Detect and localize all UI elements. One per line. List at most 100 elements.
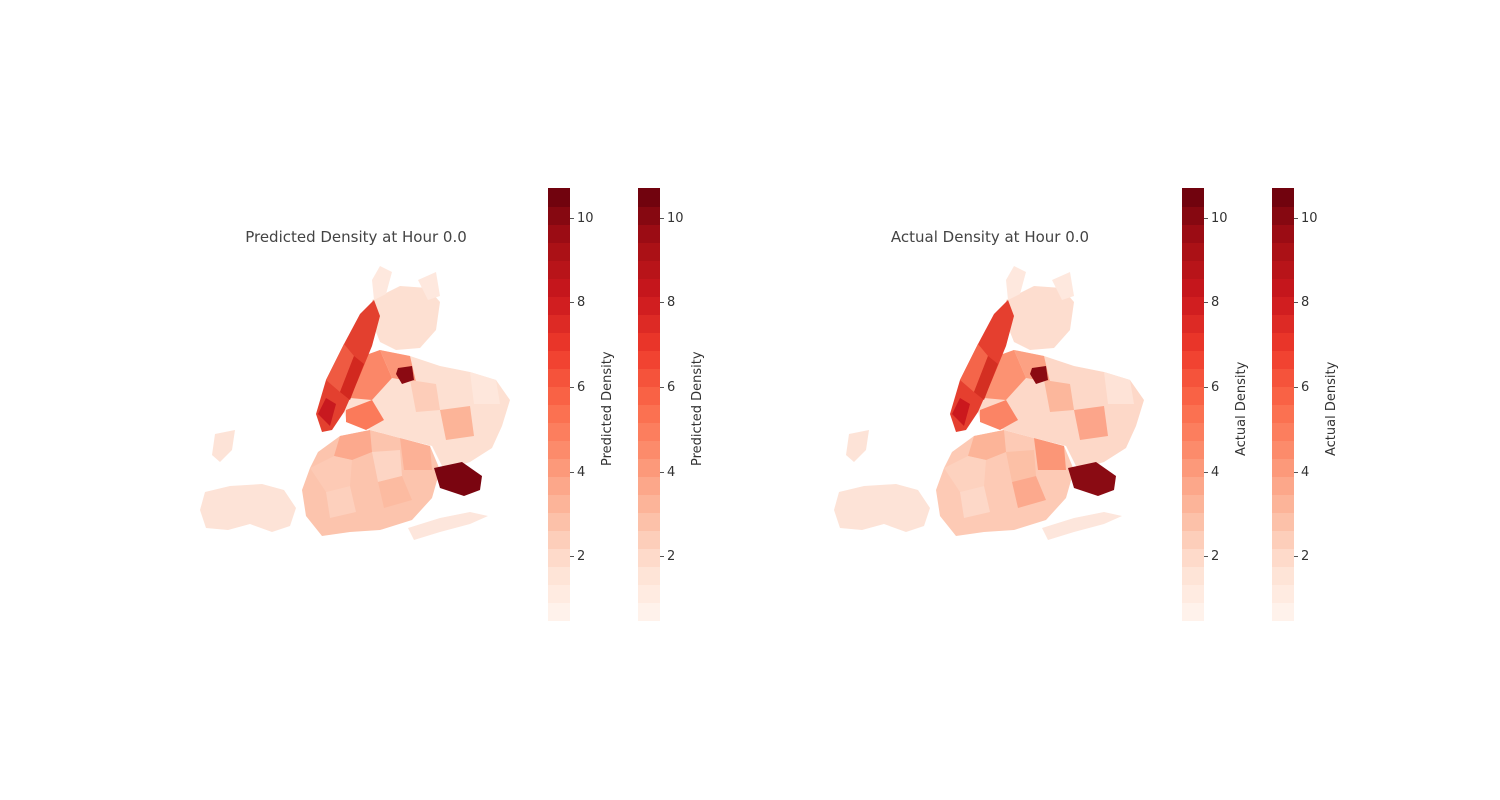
bronx <box>1006 266 1074 350</box>
actual-colorbar-1: 2 4 6 8 10 <box>1182 188 1228 621</box>
colorbar-segment <box>638 404 660 423</box>
colorbar-segment <box>1182 512 1204 531</box>
actual-colorbar-2-label: Actual Density <box>1324 361 1339 456</box>
tick-2: 2 <box>1204 550 1219 563</box>
colorbar-segment <box>1182 440 1204 459</box>
actual-panel: Actual Density at Hour 0.0 <box>750 0 1500 800</box>
colorbar-segment <box>1182 476 1204 495</box>
colorbar-segment <box>1182 566 1204 585</box>
colorbar-segment <box>638 548 660 567</box>
colorbar-segment <box>1182 494 1204 513</box>
tick-8: 8 <box>570 296 585 309</box>
tick-4: 4 <box>660 466 675 479</box>
colorbar-segment <box>548 566 570 585</box>
colorbar-segment <box>548 404 570 423</box>
colorbar-segment <box>1182 404 1204 423</box>
colorbar-segment <box>1272 332 1294 351</box>
colorbar-segment <box>1272 368 1294 387</box>
colorbar-segment <box>638 566 660 585</box>
colorbar-segment <box>638 224 660 243</box>
colorbar-segment <box>1182 278 1204 297</box>
tick-6: 6 <box>660 381 675 394</box>
colorbar-segment <box>1182 224 1204 243</box>
colorbar-segment <box>1272 602 1294 621</box>
colorbar-segment <box>638 458 660 477</box>
colorbar-segment <box>638 386 660 405</box>
colorbar-segment <box>638 476 660 495</box>
bronx <box>372 266 440 350</box>
colorbar-segment <box>1272 404 1294 423</box>
colorbar-segment <box>548 242 570 261</box>
colorbar-segment <box>1272 188 1294 207</box>
colorbar-segment <box>548 260 570 279</box>
colorbar-segment <box>638 350 660 369</box>
colorbar-segment <box>1182 368 1204 387</box>
colorbar-segment <box>1272 296 1294 315</box>
colorbar-segment <box>1272 494 1294 513</box>
actual-map-title: Actual Density at Hour 0.0 <box>890 228 1090 246</box>
colorbar-segment <box>548 422 570 441</box>
colorbar-segment <box>548 188 570 207</box>
colorbar-segment <box>1182 386 1204 405</box>
colorbar-segment <box>1272 242 1294 261</box>
tick-10: 10 <box>570 212 594 225</box>
colorbar-segment <box>638 530 660 549</box>
colorbar-segment <box>1182 332 1204 351</box>
colorbar-segment <box>1272 206 1294 225</box>
predicted-panel: Predicted Density at Hour 0.0 <box>0 0 750 800</box>
colorbar-segment <box>1182 296 1204 315</box>
tick-2: 2 <box>1294 550 1309 563</box>
colorbar-segment <box>1182 260 1204 279</box>
colorbar-segment <box>548 386 570 405</box>
colorbar-segment <box>638 494 660 513</box>
colorbar-segment <box>1182 530 1204 549</box>
tick-8: 8 <box>1294 296 1309 309</box>
colorbar-segment <box>548 584 570 603</box>
colorbar-segment <box>1182 584 1204 603</box>
tick-2: 2 <box>660 550 675 563</box>
colorbar-segment <box>638 188 660 207</box>
tick-4: 4 <box>1294 466 1309 479</box>
colorbar-segment <box>1272 512 1294 531</box>
colorbar-segment <box>1182 206 1204 225</box>
colorbar-segment <box>548 476 570 495</box>
manhattan <box>316 300 380 432</box>
predicted-colorbar-1-label: Predicted Density <box>600 351 615 466</box>
colorbar-segment <box>1182 350 1204 369</box>
colorbar-segment <box>638 440 660 459</box>
tick-10: 10 <box>660 212 684 225</box>
colorbar-segment <box>1272 566 1294 585</box>
colorbar-segment <box>1182 548 1204 567</box>
colorbar-segment <box>548 206 570 225</box>
colorbar-segment <box>1272 224 1294 243</box>
actual-colorbar-1-label: Actual Density <box>1234 361 1249 456</box>
colorbar-segment <box>1182 602 1204 621</box>
rockaway <box>408 512 488 540</box>
brooklyn <box>936 430 1074 536</box>
colorbar-segment <box>1272 386 1294 405</box>
colorbar-segment <box>548 602 570 621</box>
actual-colorbar-2: 2 4 6 8 10 <box>1272 188 1318 621</box>
tick-10: 10 <box>1294 212 1318 225</box>
colorbar-segment <box>1272 260 1294 279</box>
colorbar-segment <box>548 368 570 387</box>
colorbar-segment <box>548 350 570 369</box>
colorbar-segment <box>1272 350 1294 369</box>
staten-island <box>200 430 296 532</box>
queens <box>974 350 1144 496</box>
colorbar-segment <box>1182 458 1204 477</box>
colorbar-segment <box>548 314 570 333</box>
colorbar-segment <box>638 260 660 279</box>
colorbar-segment <box>1182 188 1204 207</box>
colorbar-segment <box>548 296 570 315</box>
colorbar-segment <box>1272 476 1294 495</box>
colorbar-segment <box>1182 422 1204 441</box>
staten-island <box>834 430 930 532</box>
predicted-map-title: Predicted Density at Hour 0.0 <box>245 228 467 246</box>
colorbar-segment <box>638 422 660 441</box>
colorbar-segment <box>638 206 660 225</box>
colorbar-segment <box>548 494 570 513</box>
manhattan <box>950 300 1014 432</box>
colorbar-segment <box>638 314 660 333</box>
brooklyn <box>302 430 440 536</box>
